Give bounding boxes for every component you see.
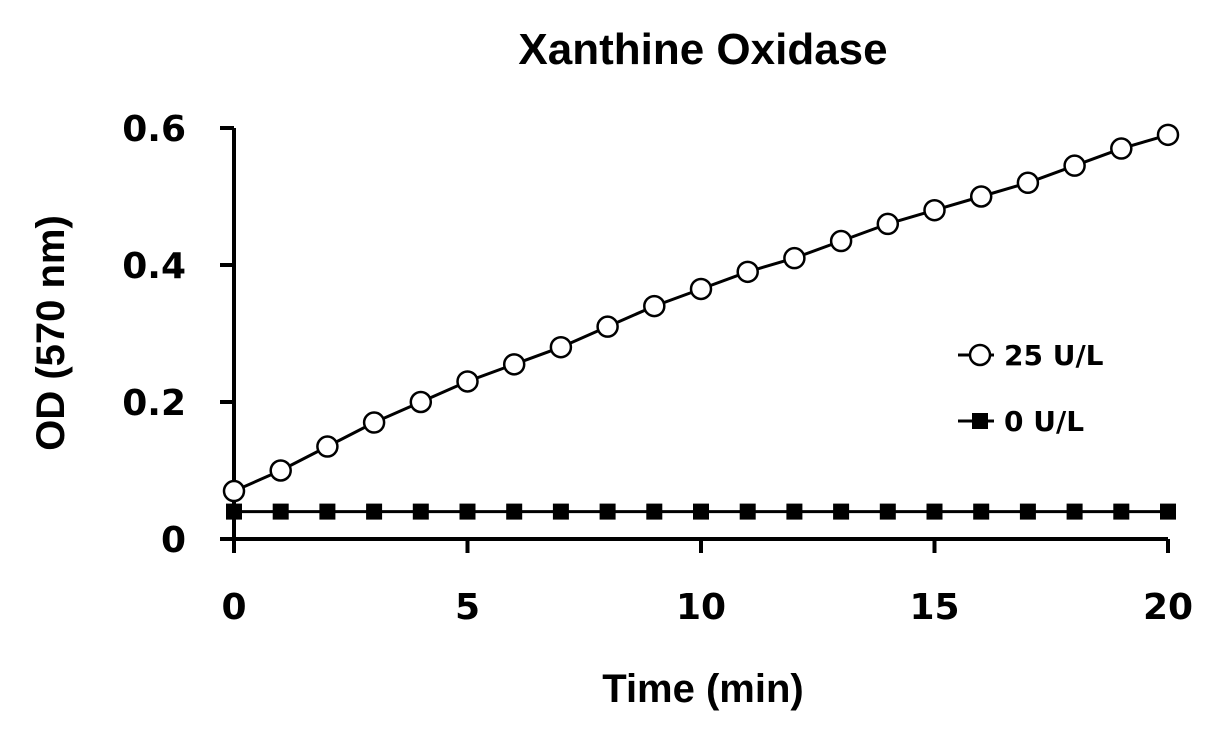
data-point <box>362 411 386 434</box>
data-point <box>1160 503 1176 520</box>
legend-label: 25 U/L <box>1004 339 1104 372</box>
data-point <box>736 260 759 284</box>
legend-marker <box>968 343 992 367</box>
x-tick-label: 10 <box>676 587 726 628</box>
data-point <box>923 198 946 222</box>
data-point <box>272 503 289 520</box>
legend-marker <box>972 413 988 429</box>
data-point <box>973 503 990 520</box>
data-point <box>222 479 246 503</box>
data-point <box>596 315 619 338</box>
data-point <box>319 503 336 520</box>
data-point <box>409 390 433 414</box>
data-point <box>1156 123 1180 147</box>
data-point <box>549 335 573 359</box>
data-point <box>1016 171 1040 195</box>
legend-label: 0 U/L <box>1004 405 1084 438</box>
y-axis-title: OD (570 nm) <box>29 215 73 451</box>
x-tick-label: 20 <box>1143 587 1193 628</box>
data-point <box>316 435 339 458</box>
x-tick-label: 5 <box>455 587 480 628</box>
data-point <box>786 503 803 520</box>
data-point <box>552 503 569 520</box>
data-point <box>226 503 242 520</box>
data-point <box>1019 503 1036 520</box>
y-tick-label: 0 <box>161 520 186 561</box>
data-point <box>1063 154 1086 177</box>
data-point <box>689 277 713 301</box>
data-point <box>456 370 479 393</box>
chart-title: Xanthine Oxidase <box>518 25 887 74</box>
data-point <box>876 212 900 236</box>
data-point <box>969 185 993 208</box>
data-point <box>269 459 292 482</box>
data-point <box>506 503 523 520</box>
data-point <box>599 503 616 520</box>
x-axis-ticks: 0 5 10 15 20 <box>221 539 1193 628</box>
data-point <box>829 229 853 253</box>
data-point <box>643 294 666 318</box>
y-tick-label: 0.4 <box>122 246 186 287</box>
data-point <box>879 503 896 520</box>
data-point <box>412 503 429 520</box>
y-tick-label: 0.6 <box>122 109 186 150</box>
data-point <box>1110 137 1133 160</box>
data-point <box>833 503 850 520</box>
x-tick-label: 0 <box>221 587 246 628</box>
data-point <box>926 503 943 520</box>
plot-area <box>222 123 1180 520</box>
data-point <box>646 503 663 520</box>
legend: 25 U/L 0 U/L <box>958 339 1104 438</box>
y-axis-ticks: 0 0.2 0.4 0.6 <box>122 109 234 561</box>
data-point <box>1113 503 1130 520</box>
data-point <box>502 353 526 376</box>
data-point <box>693 503 709 520</box>
data-point <box>1066 503 1083 520</box>
x-axis-title: Time (min) <box>602 667 804 711</box>
x-tick-label: 15 <box>909 587 959 628</box>
data-point <box>739 503 756 520</box>
y-tick-label: 0.2 <box>122 383 186 424</box>
data-point <box>783 246 806 270</box>
data-point <box>366 503 383 520</box>
data-point <box>459 503 476 520</box>
